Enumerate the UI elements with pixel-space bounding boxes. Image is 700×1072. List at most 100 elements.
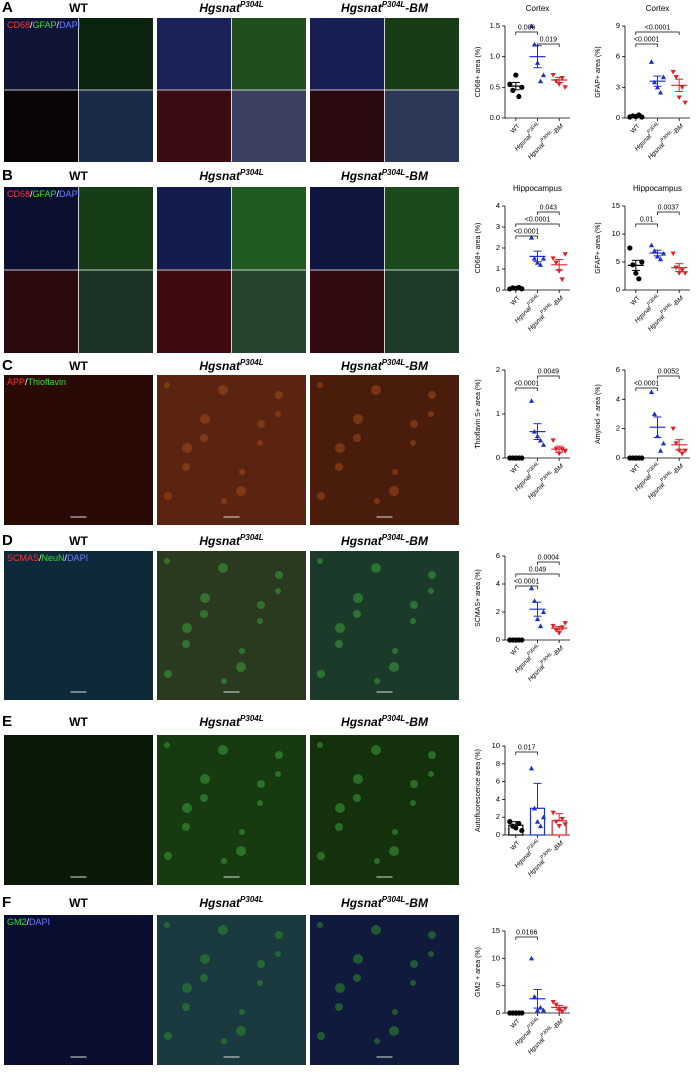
data-point: [562, 1006, 568, 1012]
stain-name: NeuN: [42, 553, 65, 563]
panel-label: B: [2, 167, 13, 184]
y-tick-label: 2: [496, 812, 500, 821]
group-name: WT: [629, 295, 641, 307]
micrograph-quadrant: [231, 90, 306, 162]
micrograph-cell: [257, 780, 265, 788]
micrograph-cell: [371, 745, 381, 755]
group-superscript: P304L: [526, 643, 541, 658]
data-point: [654, 84, 661, 90]
data-point: [559, 76, 565, 81]
micrograph-quadrant: [310, 187, 385, 270]
data-point: [540, 442, 547, 447]
y-axis-label: GFAP+ area (%): [595, 222, 602, 274]
group-label: HgsnatP304L: [199, 358, 263, 374]
micrograph-cell: [317, 382, 323, 388]
y-tick-label: 10: [492, 741, 500, 750]
data-point: [513, 825, 519, 831]
micrograph-quadrant: [310, 90, 385, 162]
micrograph-cell: [335, 443, 345, 453]
chart-title: Cortex: [646, 4, 670, 13]
group-label: WT: [629, 295, 641, 307]
data-point: [648, 59, 655, 64]
data-point: [559, 277, 565, 283]
micrograph-cell: [428, 951, 434, 957]
micrograph-cell: [221, 1038, 227, 1044]
data-point: [528, 23, 535, 29]
p-value: <0.0001: [514, 228, 540, 235]
group-label: WT: [69, 715, 88, 729]
group-superscript: P304L: [526, 121, 541, 136]
micrograph-cell: [317, 492, 325, 500]
significance-bracket: [515, 235, 538, 239]
significance-bracket: [635, 387, 658, 391]
data-point: [531, 598, 538, 603]
data-point: [639, 259, 645, 265]
y-tick-label: 0.0: [490, 113, 500, 122]
micrograph-cell: [239, 829, 245, 835]
y-tick-label: 1: [496, 264, 500, 273]
data-point: [531, 994, 538, 999]
micrograph-cell: [392, 1009, 398, 1015]
data-point: [556, 824, 562, 829]
data-point: [556, 269, 562, 274]
y-tick-label: 4: [496, 201, 500, 210]
y-axis-label: Thioflavin S+ area (%): [475, 379, 482, 448]
significance-bracket: [515, 573, 560, 577]
y-tick-label: 1.5: [490, 21, 500, 30]
stain-name: GFAP: [33, 189, 57, 199]
y-tick-label: 10: [612, 229, 620, 238]
y-tick-label: 6: [616, 52, 620, 61]
micrograph-cell: [317, 558, 323, 564]
panel-label: F: [2, 894, 11, 911]
micrograph-cell: [317, 1032, 325, 1040]
micrograph-cell: [335, 640, 343, 648]
micrograph: [310, 551, 459, 700]
group-superscript: P304L: [526, 461, 541, 476]
group-label: HgsnatP304L-BM: [341, 895, 429, 911]
micrograph-cell: [239, 1009, 245, 1015]
micrograph-cell: [257, 601, 265, 609]
data-point: [550, 623, 556, 629]
stain-legend: CD68/GFAP/DAPI: [7, 20, 80, 30]
group-label: WT: [509, 123, 521, 135]
data-point: [528, 955, 535, 961]
stain-name: GM2: [7, 917, 27, 927]
group-name: Hgsnat: [199, 896, 241, 910]
micrograph-cell: [410, 440, 416, 446]
micrograph-quadrant: [310, 18, 385, 90]
group-label: HgsnatP304L: [199, 533, 263, 549]
data-point: [559, 447, 565, 452]
micrograph-cell: [374, 1038, 380, 1044]
micrograph: [4, 551, 153, 700]
significance-bracket: [635, 31, 680, 35]
group-superscript: P304L: [646, 461, 661, 476]
micrograph-cell: [392, 829, 398, 835]
data-point: [534, 260, 541, 265]
significance-bracket: [515, 585, 538, 589]
data-point: [556, 630, 562, 636]
p-value: 0.049: [529, 566, 547, 573]
micrograph-cell: [236, 662, 246, 672]
micrograph-cell: [317, 742, 323, 748]
micrograph-cell: [275, 391, 283, 399]
group-name: Hgsnat: [199, 534, 241, 548]
micrograph-cell: [353, 593, 363, 603]
micrograph-cell: [389, 662, 399, 672]
data-point: [537, 78, 544, 84]
micrograph-cell: [410, 618, 416, 624]
y-tick-label: 0: [496, 635, 500, 644]
micrograph-quadrant: [78, 187, 153, 270]
micrograph-cell: [182, 803, 192, 813]
micrograph-cell: [428, 588, 434, 594]
group-name: WT: [509, 123, 521, 135]
data-point: [682, 271, 688, 276]
p-value: <0.0001: [645, 24, 671, 31]
p-value: 0.0004: [538, 554, 560, 561]
group-name: Hgsnat: [341, 359, 383, 373]
data-point: [537, 623, 544, 629]
micrograph-cell: [353, 974, 361, 982]
stain-name: APP: [7, 377, 25, 387]
micrograph-quadrant: [157, 18, 232, 90]
y-axis-label: SCMAS+ area (%): [475, 569, 482, 627]
data-point: [519, 286, 525, 292]
